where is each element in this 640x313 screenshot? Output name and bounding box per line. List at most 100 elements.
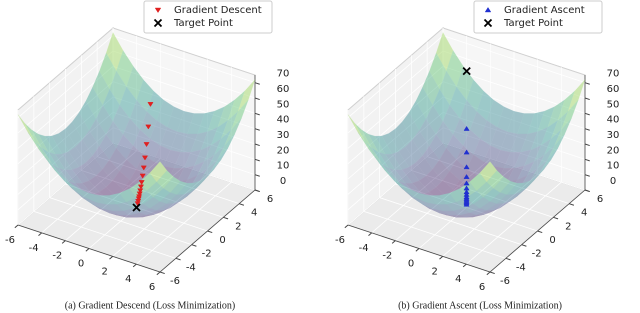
x-tick-label: 2 bbox=[431, 266, 437, 277]
y-tick bbox=[489, 271, 495, 275]
legend-label: Gradient Ascent bbox=[504, 5, 585, 16]
surface-patch bbox=[183, 180, 201, 195]
surface-patch bbox=[533, 159, 552, 181]
surface-patch bbox=[388, 128, 406, 152]
surface-patch bbox=[190, 131, 208, 153]
surface-patch bbox=[109, 212, 127, 218]
surface-patch bbox=[479, 161, 497, 182]
surface-patch bbox=[517, 179, 535, 197]
surface-patch bbox=[422, 146, 440, 170]
surface-patch bbox=[368, 148, 386, 171]
surface-patch bbox=[146, 202, 164, 210]
grid-line bbox=[442, 65, 586, 114]
surface-patch bbox=[109, 193, 127, 205]
grid-line bbox=[442, 81, 586, 130]
surface-patch bbox=[496, 168, 515, 183]
surface-patch bbox=[398, 181, 417, 195]
surface-patch bbox=[210, 120, 229, 146]
data-point bbox=[140, 165, 147, 171]
surface-patch bbox=[486, 99, 505, 128]
y-tick-label: 4 bbox=[581, 208, 587, 219]
surface-patch bbox=[136, 154, 154, 176]
surface-patch bbox=[153, 193, 171, 203]
legend-marker bbox=[483, 18, 493, 28]
y-tick-label: 6 bbox=[597, 194, 603, 205]
surface-patch bbox=[499, 181, 518, 195]
surface-patch bbox=[139, 209, 158, 215]
surface-patch bbox=[203, 138, 222, 162]
grid-line bbox=[112, 96, 256, 145]
grid-line bbox=[411, 169, 554, 218]
surface-patch bbox=[516, 161, 535, 181]
x-tick bbox=[368, 232, 372, 236]
surface-patch bbox=[156, 170, 174, 189]
surface-patch bbox=[385, 153, 403, 171]
grid-line bbox=[442, 127, 586, 176]
surface-patch bbox=[368, 133, 386, 155]
y-tick bbox=[207, 230, 213, 234]
surface-patch bbox=[435, 120, 454, 149]
y-tick bbox=[175, 257, 181, 261]
grid-line bbox=[112, 65, 256, 114]
surface-patch bbox=[119, 214, 137, 218]
surface-patch bbox=[85, 194, 103, 204]
surface-patch bbox=[129, 100, 147, 131]
y-tick-label: 4 bbox=[251, 208, 257, 219]
surface-patch bbox=[220, 111, 239, 139]
surface-patch bbox=[391, 151, 410, 170]
surface-patch bbox=[432, 159, 450, 181]
x-tick-label: -2 bbox=[382, 251, 392, 262]
x-tick bbox=[14, 224, 19, 229]
surface-patch bbox=[402, 112, 420, 141]
legend-marker bbox=[484, 7, 492, 13]
surface-patch bbox=[419, 118, 437, 147]
surface-patch bbox=[452, 212, 471, 218]
y-tick-label: -6 bbox=[170, 276, 180, 287]
surface-patch bbox=[149, 161, 167, 182]
surface-patch bbox=[98, 195, 117, 205]
z-tick-label: 60 bbox=[277, 84, 290, 95]
y-tick bbox=[569, 203, 575, 206]
x-tick bbox=[132, 263, 137, 268]
surface-patch bbox=[65, 181, 83, 198]
surface-patch bbox=[472, 197, 491, 209]
surface-patch bbox=[159, 192, 178, 204]
surface-patch bbox=[540, 147, 559, 172]
surface-patch bbox=[439, 196, 457, 208]
grid-line bbox=[17, 127, 114, 210]
z-tick-label: 30 bbox=[277, 130, 290, 141]
surface-patch bbox=[425, 201, 444, 212]
data-point bbox=[463, 149, 470, 155]
grid-line bbox=[33, 210, 176, 259]
surface-patch bbox=[496, 106, 515, 133]
data-point bbox=[145, 124, 152, 130]
surface-patch bbox=[408, 100, 427, 131]
surface-patch bbox=[146, 209, 164, 216]
surface-patch bbox=[408, 188, 426, 203]
surface-patch bbox=[122, 118, 141, 147]
surface-patch bbox=[187, 179, 205, 197]
data-point bbox=[136, 191, 143, 197]
grid-line bbox=[112, 50, 256, 99]
grid-line bbox=[112, 35, 256, 84]
surface-patch bbox=[513, 149, 532, 169]
surface-patch bbox=[163, 190, 181, 203]
legend-marker bbox=[153, 18, 163, 28]
z-tick bbox=[254, 112, 260, 116]
surface-patch bbox=[466, 214, 484, 218]
surface-patch bbox=[17, 114, 36, 142]
z-tick-label: 50 bbox=[607, 99, 620, 110]
grid-line bbox=[112, 111, 256, 160]
x-tick bbox=[38, 232, 42, 236]
grid-line bbox=[442, 96, 586, 145]
surface-patch bbox=[439, 148, 457, 172]
surface-patch bbox=[92, 71, 110, 106]
surface-patch bbox=[34, 141, 53, 164]
surface-patch bbox=[38, 148, 56, 171]
surface-patch bbox=[374, 135, 393, 155]
surface-patch bbox=[170, 195, 188, 208]
surface-patch bbox=[479, 120, 498, 146]
surface-patch bbox=[139, 175, 158, 192]
surface-patch bbox=[476, 202, 494, 210]
legend-label: Target Point bbox=[173, 18, 233, 29]
